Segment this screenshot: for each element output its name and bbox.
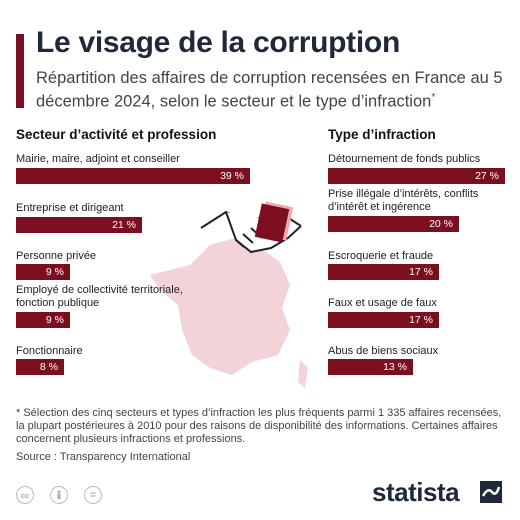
chart-subtitle: Répartition des affaires de corruption r… — [36, 68, 506, 112]
bar-label: Escroquerie et fraude — [328, 250, 434, 262]
banknote-icon — [254, 201, 294, 243]
bar-label: Prise illégale d’intérêts, conflits d’in… — [328, 188, 479, 213]
bar: 8 % — [16, 359, 64, 375]
bar-value-label: 27 % — [475, 170, 499, 182]
subtitle-text: Répartition des affaires de corruption r… — [36, 69, 503, 111]
statista-logo[interactable]: statista — [372, 477, 460, 507]
bar-label: Mairie, maire, adjoint et conseiller — [16, 153, 180, 165]
bar-label: Fonctionnaire — [16, 345, 83, 357]
bar-label: Faux et usage de faux — [328, 297, 437, 309]
bar-value-label: 9 % — [45, 314, 64, 326]
person-icon — [57, 490, 61, 499]
bar-value-label: 13 % — [383, 361, 407, 373]
nd-icon-label: = — [90, 489, 96, 501]
title-accent-bar — [16, 34, 24, 108]
no-derivatives-icon[interactable]: = — [84, 486, 102, 504]
cc-icon-label: cc — [20, 490, 30, 500]
bar-value-label: 17 % — [409, 266, 433, 278]
bar-label: Abus de biens sociaux — [328, 345, 439, 357]
bar: 9 % — [16, 312, 70, 328]
bar-value-label: 39 % — [220, 170, 244, 182]
chart-title: Le visage de la corruption — [36, 26, 400, 59]
bar-label: Employé de collectivité territoriale, fo… — [16, 284, 183, 309]
france-map-icon — [150, 238, 308, 388]
bar-value-label: 17 % — [409, 314, 433, 326]
bar-value-label: 9 % — [45, 266, 64, 278]
bar: 9 % — [16, 264, 70, 280]
bar-label: Personne privée — [16, 250, 97, 262]
bar: 17 % — [328, 264, 439, 280]
bar-label: Détournement de fonds publics — [328, 153, 481, 165]
bar: 20 % — [328, 216, 459, 232]
footnote: * Sélection des cinq secteurs et types d… — [16, 407, 506, 446]
bar: 17 % — [328, 312, 439, 328]
attribution-icon[interactable] — [50, 486, 68, 504]
statista-logo-icon — [480, 481, 502, 503]
bar: 21 % — [16, 217, 142, 233]
bar: 13 % — [328, 359, 413, 375]
bar-value-label: 21 % — [112, 219, 136, 231]
bar-value-label: 8 % — [39, 361, 58, 373]
footnote-text: * Sélection des cinq secteurs et types d… — [16, 407, 502, 445]
subtitle-marker: * — [431, 92, 436, 103]
bar: 39 % — [16, 168, 250, 184]
bar-label: Entreprise et dirigeant — [16, 202, 124, 214]
bar-value-label: 20 % — [429, 218, 453, 230]
creative-commons-icon[interactable]: cc — [16, 486, 34, 504]
chart-left-title: Secteur d’activité et profession — [16, 127, 217, 142]
bar: 27 % — [328, 168, 505, 184]
source-text: Source : Transparency International — [16, 451, 191, 463]
chart-right-title: Type d’infraction — [328, 127, 436, 142]
